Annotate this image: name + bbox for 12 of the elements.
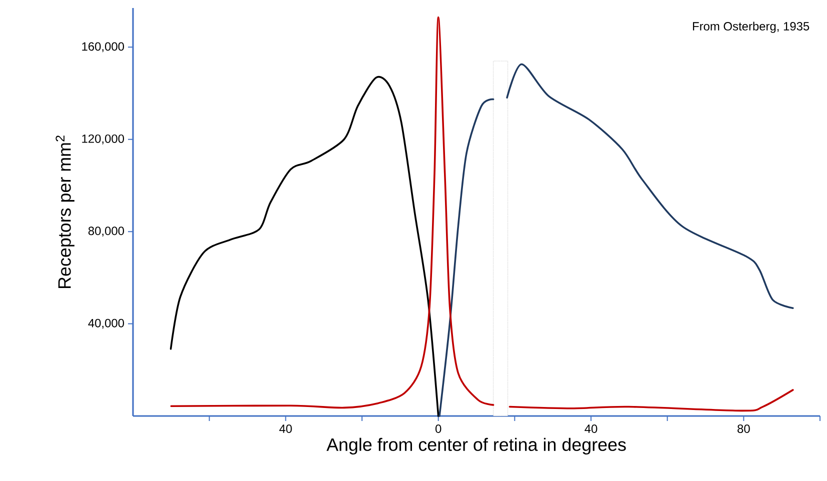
- y-tick-label: 80,000: [88, 226, 124, 237]
- y-tick-label: 40,000: [88, 318, 124, 329]
- annotation: From Osterberg, 1935: [692, 22, 810, 33]
- line-series: [170, 76, 440, 417]
- y-tick-label: 160,000: [82, 42, 124, 52]
- y-tick-label: 120,000: [82, 134, 124, 144]
- x-axis-title: Angle from center of retina in degrees: [326, 438, 626, 455]
- x-tick-label: 40: [584, 424, 598, 433]
- x-tick-label: 0: [435, 424, 442, 433]
- x-tick-label: 40: [279, 424, 292, 433]
- x-tick-label: 80: [738, 424, 750, 433]
- y-axis-title: Receptors per mm$^{2}$: [56, 136, 74, 288]
